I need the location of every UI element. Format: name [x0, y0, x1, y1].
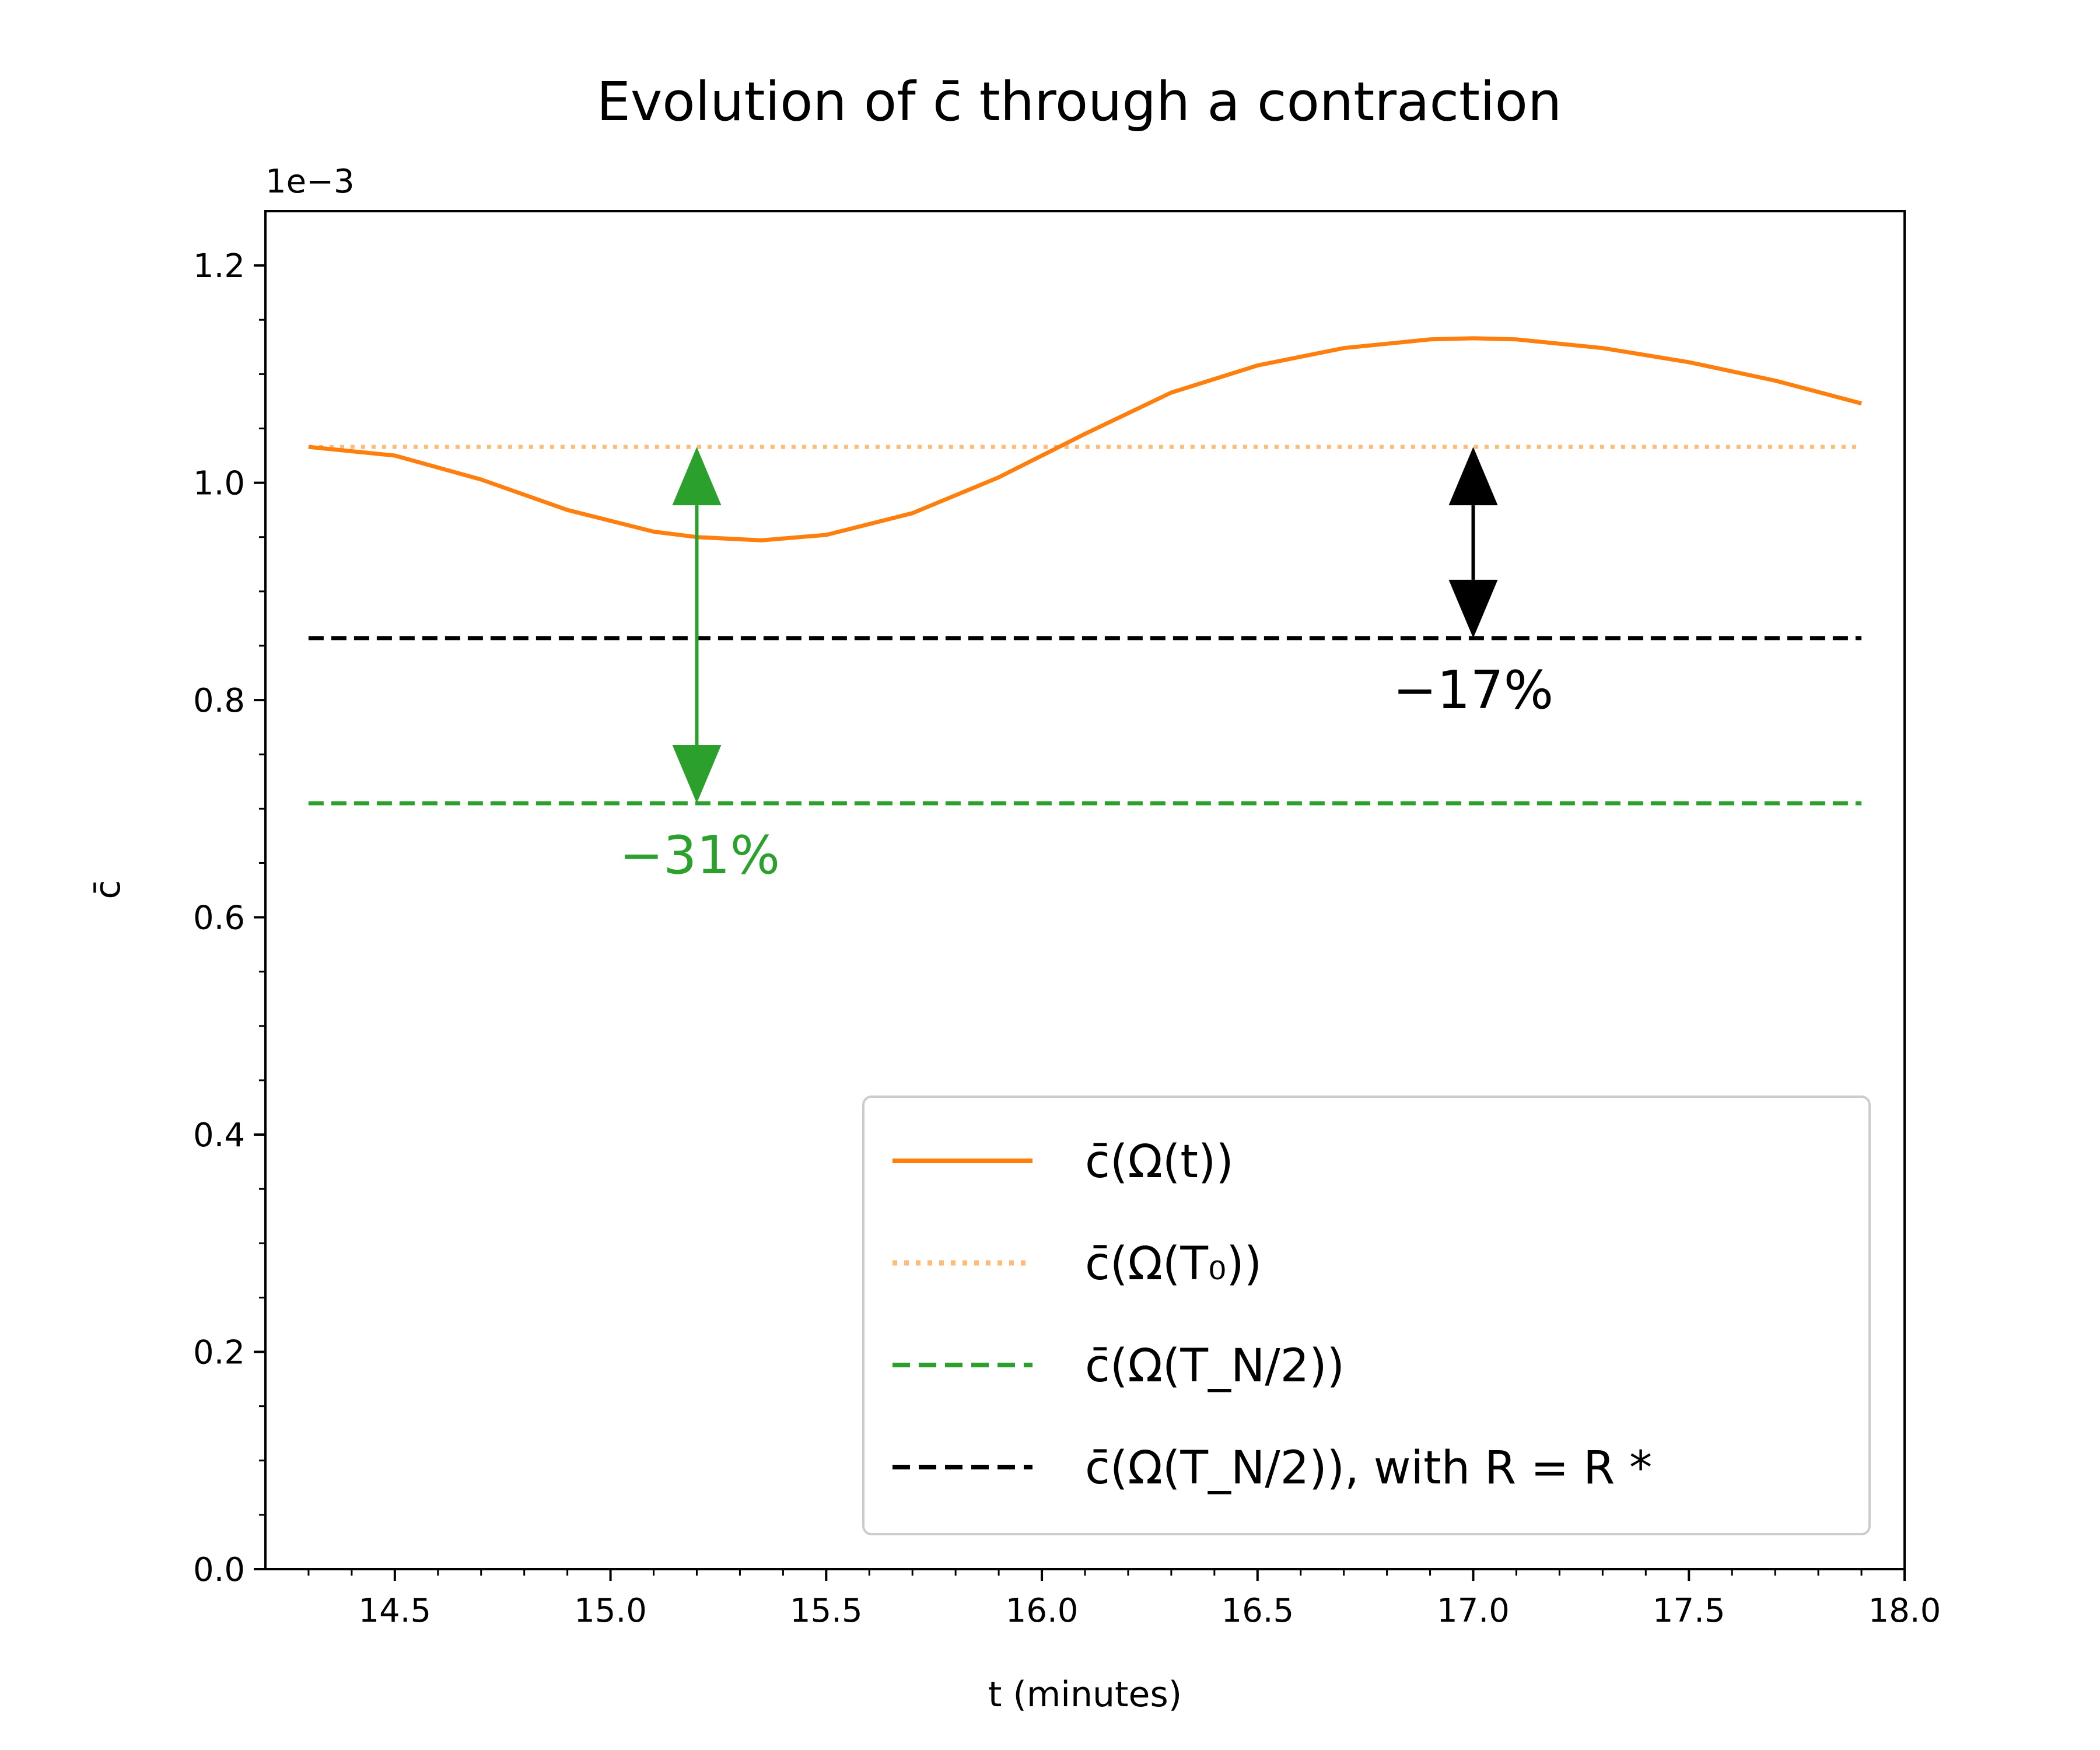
legend-label: c̄(Ω(T_N/2)) — [1085, 1340, 1345, 1392]
annotation-label: −17% — [1393, 660, 1553, 721]
plot-frame — [264, 210, 1906, 1570]
x-tick-label: 17.0 — [1437, 1592, 1510, 1630]
x-axis-label: t (minutes) — [988, 1674, 1182, 1715]
x-tick-label: 14.5 — [358, 1592, 431, 1630]
legend-box — [862, 1096, 1871, 1535]
annotation-arrow-head — [672, 745, 722, 804]
axis-ticks: 14.5 15.0 15.5 16.0 16.5 17.0 17.5 18.0 0.0 0.2 0.… — [193, 247, 1941, 1630]
legend-label: c̄(Ω(T₀)) — [1085, 1238, 1262, 1290]
chart-title: Evolution of c̄ through a contraction — [597, 71, 1562, 133]
annotations: −31% −17% — [620, 447, 1553, 886]
x-tick-label: 17.5 — [1653, 1592, 1726, 1630]
y-tick-label: 0.0 — [193, 1551, 245, 1589]
annotation-label: −31% — [620, 825, 780, 886]
x-tick-label: 15.5 — [790, 1592, 863, 1630]
legend-label: c̄(Ω(T_N/2)), with R = R * — [1085, 1442, 1652, 1494]
annotation-arrow-head — [672, 447, 722, 506]
y-tick-label: 1.0 — [193, 465, 245, 503]
legend-label: c̄(Ω(t)) — [1085, 1136, 1234, 1188]
y-offset-label: 1e−3 — [265, 163, 355, 201]
y-tick-label: 0.4 — [193, 1116, 245, 1154]
series-lines — [308, 336, 1862, 806]
x-tick-label: 15.0 — [574, 1592, 647, 1630]
y-tick-label: 0.8 — [193, 682, 245, 720]
x-tick-label: 18.0 — [1868, 1592, 1941, 1630]
annotation-arrow-head — [1448, 579, 1498, 638]
legend: c̄(Ω(t)) c̄(Ω(T₀)) c̄(Ω(T_N/2)) c̄(Ω(T_N/2)… — [862, 1096, 1871, 1535]
annotation-arrow-head — [1448, 447, 1498, 506]
x-tick-label: 16.5 — [1221, 1592, 1294, 1630]
y-tick-label: 0.6 — [193, 900, 245, 937]
y-tick-label: 1.2 — [193, 247, 245, 285]
y-axis-label: c̄ — [88, 880, 128, 900]
series-line — [308, 336, 1862, 542]
x-tick-label: 16.0 — [1006, 1592, 1079, 1630]
y-tick-label: 0.2 — [193, 1334, 245, 1372]
